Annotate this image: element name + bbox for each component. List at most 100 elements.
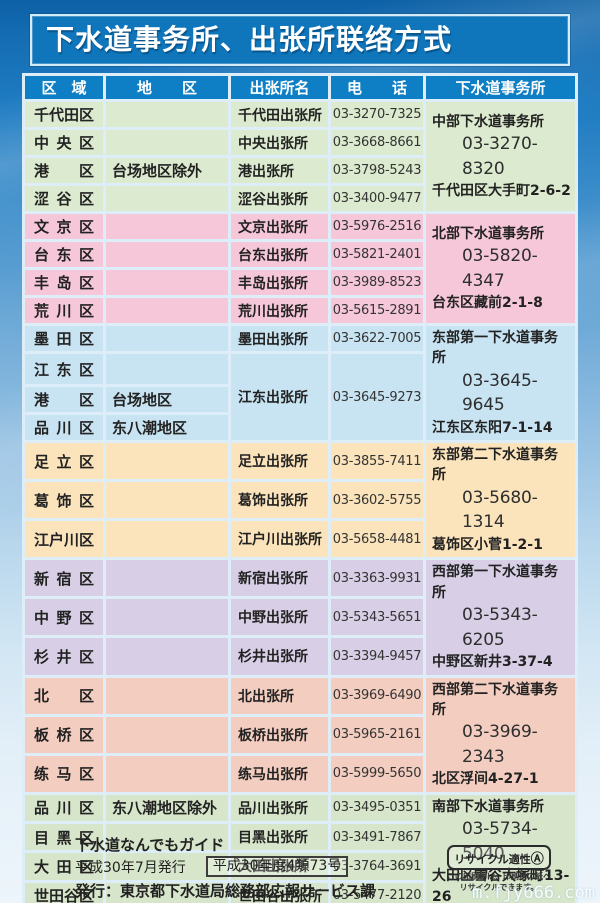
- phone-cell: 03-5999-5650: [331, 755, 423, 792]
- table-row: 江东区 江东出张所 03-3645-9273: [25, 354, 575, 441]
- branch-cell: 江户川出张所: [231, 521, 328, 558]
- office-phone: 03-5820-4347: [462, 245, 538, 291]
- branch-cell: 目黑出张所: [231, 823, 328, 851]
- branch-cell: 中央出张所: [231, 130, 328, 155]
- table-row: 世田谷区 世田谷出张所 03-5477-2120: [25, 882, 575, 903]
- phone-cell: 03-3989-8523: [331, 270, 423, 295]
- office-address: 中野区新井3-37-4: [432, 654, 553, 671]
- region-cell: 港区: [25, 158, 103, 183]
- region-cell: 品川区: [25, 794, 103, 821]
- table-row: 港区 台场地区: [25, 387, 575, 413]
- region-cell: 港区: [25, 387, 103, 413]
- branch-cell: 文京出张所: [231, 214, 328, 239]
- area-cell: [106, 638, 228, 675]
- phone-cell: 03-3400-9477: [331, 186, 423, 211]
- office-name: 东部第一下水道事务所: [432, 330, 558, 367]
- office-phone: 03-3645-9645: [462, 370, 538, 416]
- branch-cell: 荒川出张所: [231, 298, 328, 323]
- table-row: 荒川区 荒川出张所 03-5615-2891: [25, 298, 575, 323]
- region-cell: 北区: [25, 677, 103, 714]
- region-cell: 丰岛区: [25, 270, 103, 295]
- area-cell: 台场地区除外: [106, 158, 228, 183]
- office-cell: 东部第二下水道事务所 03-5680-1314 葛饰区小菅1-2-1: [426, 443, 575, 558]
- issue-number-box: 平成30年度4類73号: [205, 856, 349, 877]
- page-title: 下水道事务所、出张所联络方式: [46, 23, 453, 56]
- phone-cell: 03-5615-2891: [331, 298, 423, 323]
- region-cell: 新宿区: [25, 560, 103, 597]
- phone-cell: 03-3270-7325: [331, 102, 423, 127]
- table-row: 墨田区 墨田出张所 03-3622-7005 东部第一下水道事务所 03-364…: [25, 326, 575, 441]
- area-cell: [106, 214, 228, 239]
- region-cell: 千代田区: [25, 102, 103, 127]
- area-cell: [106, 270, 228, 295]
- region-cell: 中野区: [25, 599, 103, 636]
- table-row: 品川区 东八潮地区: [25, 415, 575, 441]
- table-row: 目黑区 目黑出张所 03-3491-7867: [25, 823, 575, 851]
- phone-cell: 03-5658-4481: [331, 521, 423, 558]
- table-row: 葛饰区 葛饰出张所 03-3602-5755: [25, 482, 575, 519]
- area-cell: 东八潮地区除外: [106, 794, 228, 821]
- branch-cell: 品川出张所: [231, 794, 328, 821]
- area-cell: [106, 443, 228, 480]
- region-cell: 涩谷区: [25, 186, 103, 211]
- office-phone: 03-5343-6205: [462, 604, 538, 650]
- table-row: 千代田区 千代田出张所 03-3270-7325 中部下水道事务所 03-327…: [25, 102, 575, 211]
- contact-table: 区 域 地 区 出张所名 电 话 下水道事务所 千代田区 千代田出张所 03-3…: [22, 73, 578, 903]
- area-cell: 台场地区: [106, 387, 228, 413]
- region-cell: 葛饰区: [25, 482, 103, 519]
- branch-cell: 江东出张所: [231, 354, 328, 441]
- phone-cell: 03-3969-6490: [331, 677, 423, 714]
- office-cell: 西部第二下水道事务所 03-3969-2343 北区浮间4-27-1: [426, 677, 575, 792]
- col-header-branch: 出张所名: [231, 76, 328, 99]
- office-name: 西部第一下水道事务所: [432, 564, 558, 601]
- office-name: 西部第二下水道事务所: [432, 681, 558, 718]
- branch-cell: 千代田出张所: [231, 102, 328, 127]
- col-header-region: 区 域: [25, 76, 103, 99]
- phone-cell: 03-5821-2401: [331, 242, 423, 267]
- region-cell: 练马区: [25, 755, 103, 792]
- branch-cell: 杉井出张所: [231, 638, 328, 675]
- publisher-line: 発行：東京都下水道局総務部広報サービス課: [75, 882, 376, 900]
- issue-line: 平成30年7月発行 平成30年度4類73号: [75, 856, 375, 877]
- circled-a-icon: Ⓐ: [530, 852, 544, 867]
- branch-cell: 中野出张所: [231, 599, 328, 636]
- table-row: 涩谷区 涩谷出张所 03-3400-9477: [25, 186, 575, 211]
- branch-cell: 足立出张所: [231, 443, 328, 480]
- office-phone: 03-5680-1314: [462, 487, 538, 533]
- branch-cell: 北出张所: [231, 677, 328, 714]
- branch-cell: 涩谷出张所: [231, 186, 328, 211]
- phone-cell: 03-3622-7005: [331, 326, 423, 351]
- region-cell: 板桥区: [25, 716, 103, 753]
- phone-cell: 03-3394-9457: [331, 638, 423, 675]
- phone-cell: 03-5477-2120: [331, 882, 423, 903]
- issue-date: 平成30年7月発行: [75, 859, 186, 876]
- branch-cell: 港出张所: [231, 158, 328, 183]
- branch-cell: 板桥出张所: [231, 716, 328, 753]
- table-row: 江户川区 江户川出张所 03-5658-4481: [25, 521, 575, 558]
- office-cell: 西部第一下水道事务所 03-5343-6205 中野区新井3-37-4: [426, 560, 575, 675]
- branch-cell: 墨田出张所: [231, 326, 328, 351]
- col-header-office: 下水道事务所: [426, 76, 575, 99]
- area-cell: [106, 354, 228, 385]
- phone-cell: 03-3491-7867: [331, 823, 423, 851]
- recycle-badge-text: リサイクル適性: [454, 853, 531, 866]
- office-address: 江东区东阳7-1-14: [432, 419, 553, 436]
- phone-cell: 03-5976-2516: [331, 214, 423, 239]
- area-cell: [106, 482, 228, 519]
- region-cell: 江户川区: [25, 521, 103, 558]
- phone-cell: 03-3495-0351: [331, 794, 423, 821]
- office-phone: 03-5734-5040: [462, 818, 538, 864]
- office-address: 大田区雪谷大塚町13-26: [432, 868, 570, 903]
- phone-cell: 03-3602-5755: [331, 482, 423, 519]
- table-row: 中央区 中央出张所 03-3668-8661: [25, 130, 575, 155]
- region-cell: 足立区: [25, 443, 103, 480]
- title-banner: 下水道事务所、出张所联络方式: [30, 14, 570, 66]
- area-cell: [106, 599, 228, 636]
- office-name: 中部下水道事务所: [432, 113, 544, 130]
- area-cell: [106, 560, 228, 597]
- table-row: 文京区 文京出张所 03-5976-2516 北部下水道事务所 03-5820-…: [25, 214, 575, 323]
- table-header-row: 区 域 地 区 出张所名 电 话 下水道事务所: [25, 76, 575, 99]
- phone-cell: 03-3645-9273: [331, 354, 423, 441]
- guide-title: 下水道なんでもガイド: [75, 836, 225, 854]
